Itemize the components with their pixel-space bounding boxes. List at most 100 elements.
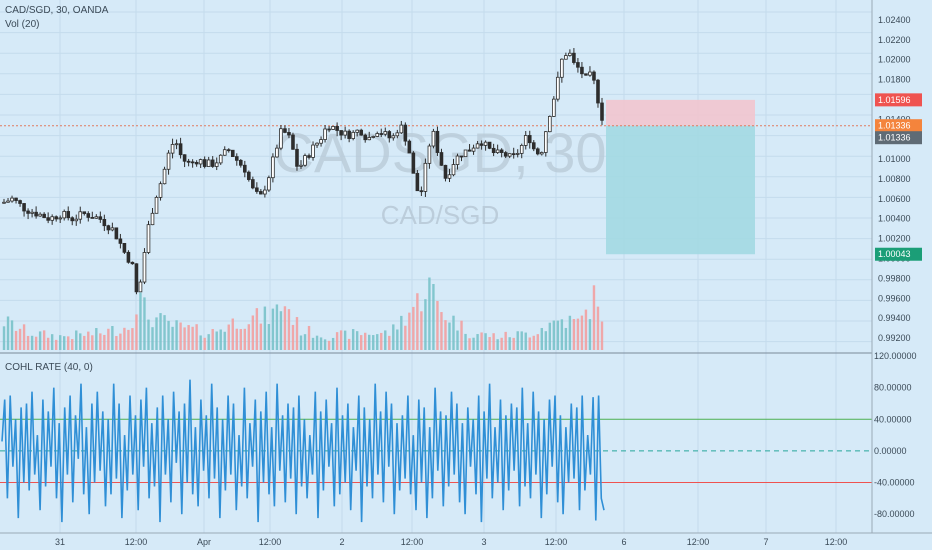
- candle: [206, 156, 211, 167]
- volume-bar: [179, 322, 182, 350]
- candle: [299, 160, 303, 169]
- candle: [303, 153, 307, 167]
- volume-bar: [199, 335, 202, 350]
- volume-bar: [103, 334, 106, 350]
- volume-bar: [87, 331, 90, 350]
- candle: [527, 130, 532, 149]
- volume-bar: [14, 330, 18, 350]
- price-axis-bg: [872, 0, 932, 533]
- volume-legend[interactable]: Vol (20): [5, 19, 39, 30]
- indicator-axis[interactable]: 120.00000 80.00000 40.00000 0.00000 -40.0000…: [874, 351, 917, 519]
- candle: [560, 58, 564, 83]
- take-profit-zone[interactable]: [606, 125, 755, 255]
- volume-bar: [303, 334, 307, 350]
- candle: [94, 214, 99, 219]
- candle: [102, 214, 107, 232]
- volume-bar: [99, 333, 102, 350]
- candle: [588, 66, 592, 77]
- time-axis[interactable]: 31 12:00 Apr 12:00 2 12:00 3 12:00 6 12:00 7 12:00: [55, 537, 847, 547]
- candle: [170, 138, 175, 159]
- volume-bar: [83, 335, 86, 350]
- candle: [226, 148, 231, 153]
- volume-bar: [75, 330, 78, 350]
- volume-bar: [18, 328, 22, 350]
- volume-bar: [560, 319, 564, 350]
- volume-bar: [364, 332, 367, 350]
- candle: [22, 203, 26, 217]
- candle: [194, 160, 199, 167]
- volume-bar: [207, 334, 210, 350]
- stop-loss-zone[interactable]: [606, 99, 755, 126]
- candle: [467, 144, 472, 152]
- candle: [42, 212, 46, 219]
- candle: [592, 70, 596, 85]
- candle: [62, 209, 67, 221]
- volume-bar: [327, 340, 331, 350]
- indicator-tick-label: 0.00000: [874, 446, 907, 456]
- symbol-legend[interactable]: CAD/SGD, 30, OANDA: [5, 5, 109, 16]
- volume-bar: [95, 328, 98, 350]
- candle: [134, 263, 139, 295]
- candle: [531, 140, 536, 152]
- candle: [214, 157, 219, 171]
- volume-bar: [572, 319, 576, 350]
- time-tick-label: 12:00: [545, 537, 568, 547]
- price-tick-label: 0.99800: [878, 273, 911, 283]
- time-tick-label: 12:00: [259, 537, 282, 547]
- indicator-legend[interactable]: COHL RATE (40, 0): [5, 362, 93, 373]
- price-tick-label: 1.02000: [878, 55, 911, 65]
- candle: [343, 126, 347, 139]
- volume-bar: [259, 323, 263, 350]
- volume-bar: [10, 320, 14, 350]
- price-tick-label: 1.00200: [878, 234, 911, 244]
- volume-bar: [319, 337, 323, 350]
- candle: [499, 148, 504, 158]
- candle: [455, 153, 460, 170]
- volume-bar: [552, 320, 556, 350]
- candle: [347, 129, 351, 143]
- volume-bar: [548, 322, 552, 350]
- candle: [415, 170, 420, 192]
- candle: [222, 146, 227, 156]
- volume-bar: [279, 311, 283, 350]
- watermark-name: CAD/SGD: [381, 200, 499, 230]
- candle: [58, 215, 62, 223]
- volume-bar: [520, 331, 523, 350]
- volume-bar: [251, 315, 255, 350]
- volume-bar: [111, 326, 114, 350]
- volume-bar: [432, 284, 435, 350]
- volume-bar: [368, 334, 371, 350]
- candle: [552, 96, 556, 117]
- candle: [371, 135, 376, 139]
- candle: [568, 49, 572, 57]
- candle: [158, 181, 163, 201]
- candle: [10, 195, 14, 203]
- volume-bar: [2, 326, 6, 350]
- volume-bar: [287, 309, 291, 350]
- volume-bars: [2, 277, 604, 350]
- candle: [451, 158, 456, 177]
- candle: [182, 154, 187, 168]
- volume-bar: [384, 330, 387, 350]
- volume-bar: [135, 314, 138, 350]
- target-price-badge: 1.00043: [875, 247, 922, 261]
- price-tick-label: 1.01000: [878, 154, 911, 164]
- price-axis[interactable]: 1.024001.022001.020001.018001.016001.014…: [878, 15, 911, 343]
- candle: [427, 143, 432, 169]
- candle: [6, 198, 10, 203]
- candle: [186, 158, 191, 167]
- indicator-tick-label: 40.00000: [874, 414, 912, 424]
- volume-bar: [592, 285, 596, 350]
- volume-bar: [91, 335, 94, 350]
- candle: [279, 125, 283, 151]
- volume-bar: [412, 306, 415, 350]
- volume-bar: [151, 327, 154, 350]
- volume-bar: [143, 297, 146, 350]
- volume-bar: [331, 337, 335, 350]
- candle: [162, 166, 167, 185]
- volume-bar: [195, 324, 198, 350]
- time-tick-label: 3: [481, 537, 486, 547]
- volume-bar: [424, 299, 427, 350]
- candle: [399, 120, 404, 135]
